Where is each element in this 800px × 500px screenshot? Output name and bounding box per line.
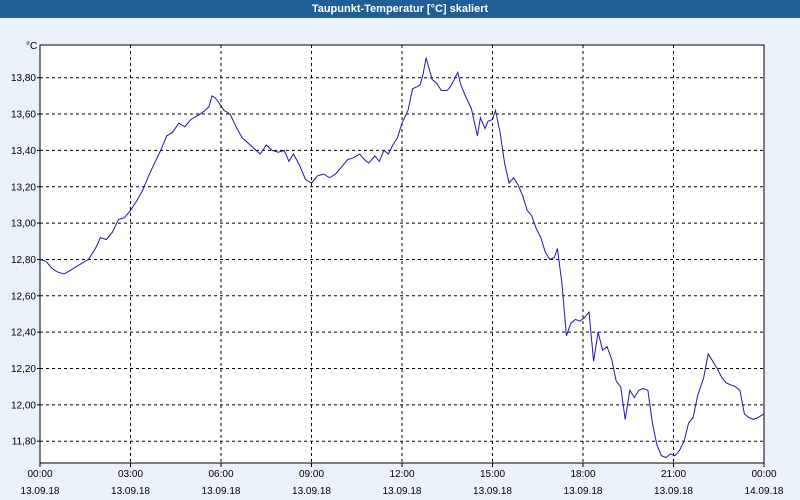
y-tick-label: 13,20: [11, 182, 36, 193]
x-tick-time-label: 21:00: [661, 469, 686, 480]
x-tick-date-label: 14.09.18: [745, 486, 784, 497]
series-line: [39, 57, 765, 459]
y-tick-label: 13,00: [11, 219, 36, 230]
x-tick-time-label: 06:00: [208, 469, 233, 480]
y-tick-label: 12,00: [11, 400, 36, 411]
x-tick-date-label: 13.09.18: [292, 486, 331, 497]
chart-title: Taupunkt-Temperatur [°C] skaliert: [0, 0, 800, 18]
series-layer: [39, 57, 765, 459]
chart-area: 11,80 12,00 12,20 12,40 12,60 12,80 13,00 13,20…: [11, 41, 784, 497]
x-tick-date-label: 13.09.18: [21, 486, 60, 497]
y-tick-label: 13,60: [11, 110, 36, 121]
grid-lines: [40, 45, 764, 463]
x-tick-time-label: 18:00: [570, 469, 595, 480]
y-axis-unit-label: °C: [26, 41, 37, 52]
y-tick-label: 13,80: [11, 73, 36, 84]
y-tick-label: 12,20: [11, 364, 36, 375]
x-tick-date-label: 13.09.18: [564, 486, 603, 497]
y-tick-label: 12,60: [11, 291, 36, 302]
x-tick-time-label: 12:00: [389, 469, 414, 480]
y-tick-label: 12,80: [11, 255, 36, 266]
x-tick-time-label: 09:00: [299, 469, 324, 480]
x-tick-date-label: 13.09.18: [654, 486, 693, 497]
x-tick-date-label: 13.09.18: [383, 486, 422, 497]
x-tick-date-label: 13.09.18: [473, 486, 512, 497]
x-axis-ticks: 00:00 13.09.18 03:00 13.09.18 06:00 13.09.18 0…: [21, 463, 784, 497]
y-axis-ticks: 11,80 12,00 12,20 12,40 12,60 12,80 13,00 13,20…: [11, 73, 40, 448]
y-tick-label: 13,40: [11, 146, 36, 157]
x-tick-time-label: 03:00: [118, 469, 143, 480]
x-tick-date-label: 13.09.18: [202, 486, 241, 497]
x-tick-date-label: 13.09.18: [111, 486, 150, 497]
y-tick-label: 11,80: [12, 437, 37, 448]
x-tick-time-label: 00:00: [751, 469, 776, 480]
y-tick-label: 12,40: [11, 328, 36, 339]
x-tick-time-label: 00:00: [27, 469, 52, 480]
x-tick-time-label: 15:00: [480, 469, 505, 480]
